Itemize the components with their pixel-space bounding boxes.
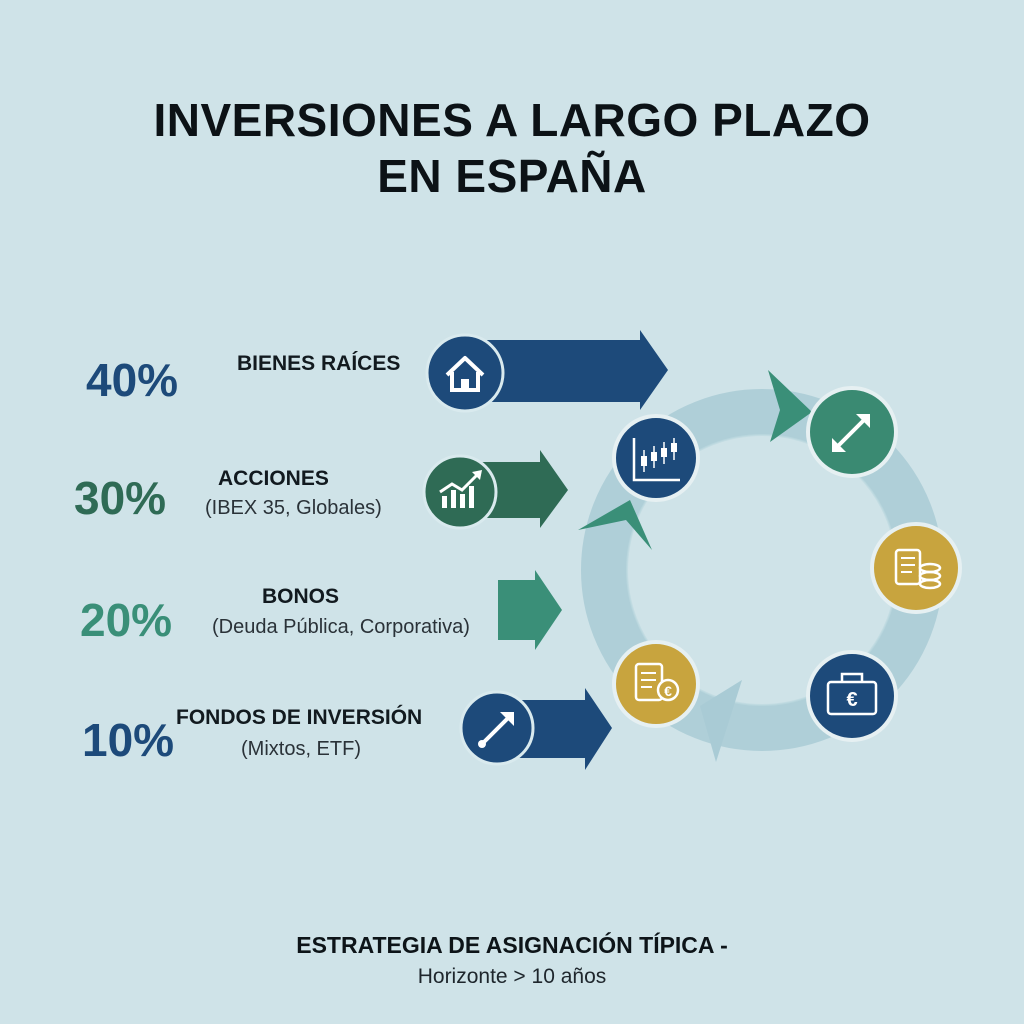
arrow-bonos (498, 570, 562, 650)
svg-text:€: € (846, 689, 857, 711)
page-title: INVERSIONES A LARGO PLAZO EN ESPAÑA (0, 92, 1024, 204)
label-bienes-raices: BIENES RAÍCES (237, 352, 401, 375)
arrow-bienes-raices (485, 330, 668, 410)
footer-subtitle: Horizonte > 10 años (417, 965, 607, 988)
sublabel-bonos: (Deuda Pública, Corporativa) (212, 616, 470, 638)
label-acciones: ACCIONES (218, 467, 329, 490)
growth-chart-icon (422, 454, 498, 530)
svg-text:€: € (664, 683, 672, 699)
diagonal-arrow-icon (806, 386, 898, 478)
label-fondos: FONDOS DE INVERSIÓN (176, 706, 423, 729)
rising-arrow-icon (459, 690, 535, 766)
cycle-arrowhead-left (578, 500, 652, 550)
document-euro-icon: € (612, 640, 700, 728)
percent-fondos: 10% (82, 714, 175, 766)
scroll-coins-icon (870, 522, 962, 614)
arrow-fondos (515, 688, 612, 770)
candlestick-chart-icon (612, 414, 700, 502)
percent-bonos: 20% (80, 594, 173, 646)
sublabel-acciones: (IBEX 35, Globales) (205, 497, 382, 519)
briefcase-euro-icon: € (806, 650, 898, 742)
cycle-arrowhead-bottom (700, 680, 742, 762)
arrow-acciones (480, 450, 568, 528)
title-line-2: EN ESPAÑA (377, 150, 647, 202)
percent-bienes-raices: 40% (86, 354, 179, 406)
cycle-arrowhead-top (768, 370, 812, 442)
title-line-1: INVERSIONES A LARGO PLAZO (153, 94, 871, 146)
sublabel-fondos: (Mixtos, ETF) (241, 738, 361, 760)
house-icon (425, 333, 505, 413)
footer-title: ESTRATEGIA DE ASIGNACIÓN TÍPICA - (296, 932, 728, 958)
percent-acciones: 30% (74, 472, 167, 524)
label-bonos: BONOS (262, 585, 340, 608)
